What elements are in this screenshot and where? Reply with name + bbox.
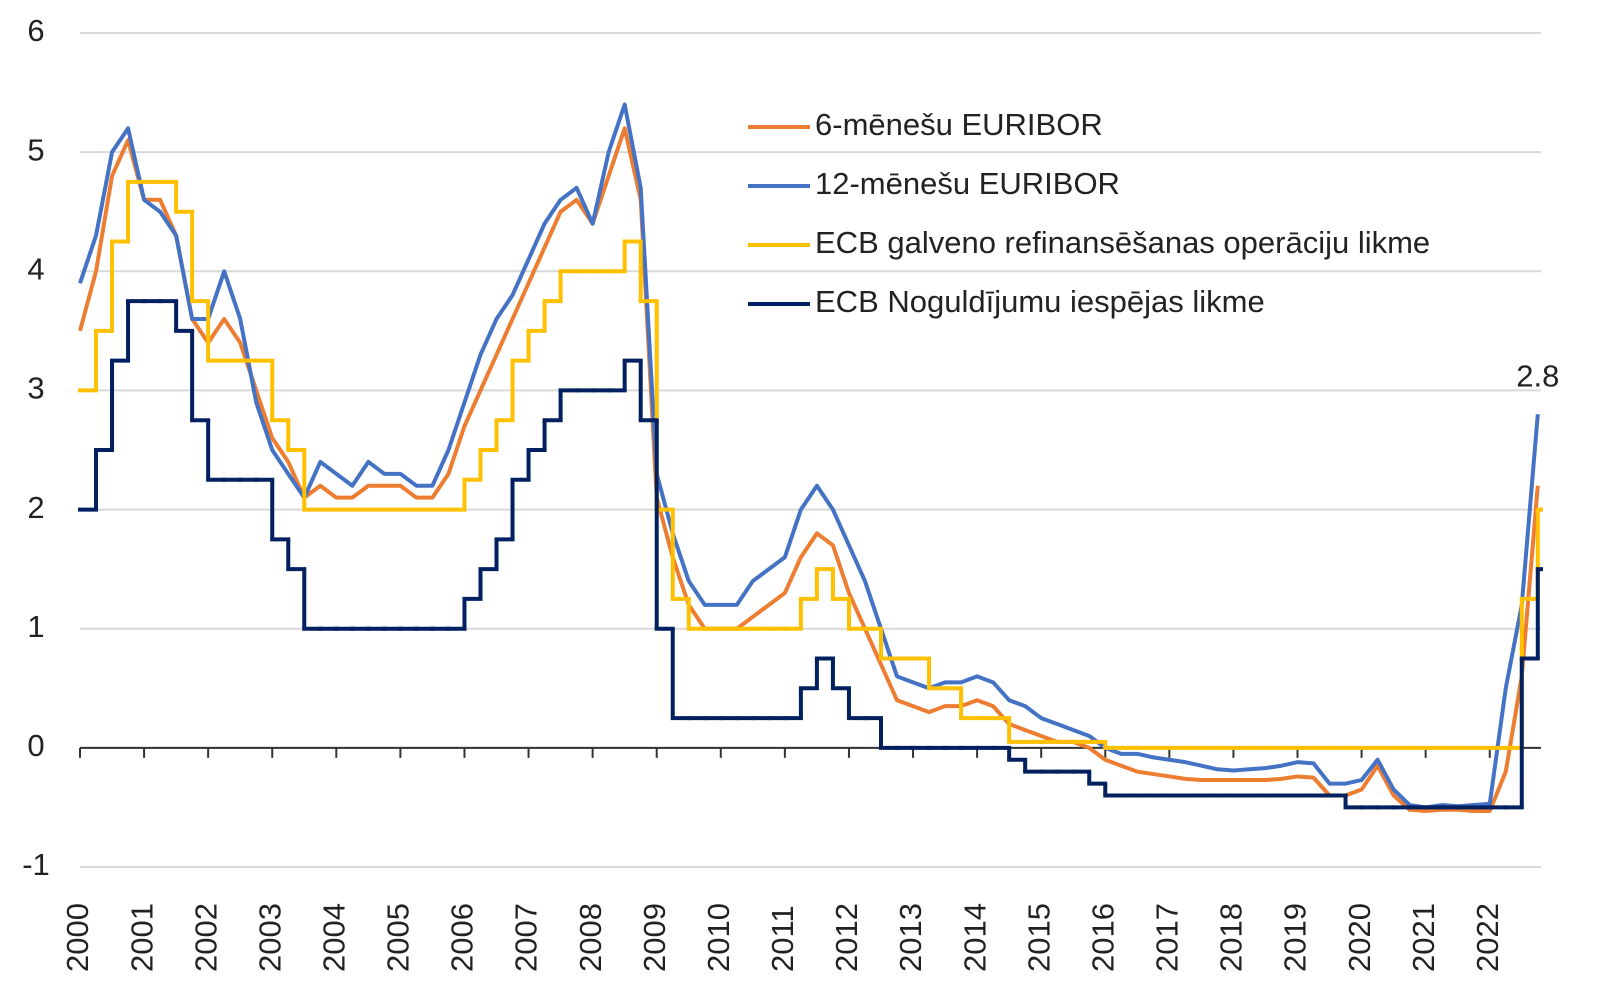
y-tick-label: 3 (27, 371, 44, 406)
x-tick-label: 2012 (829, 903, 864, 972)
x-tick-label: 2004 (317, 903, 352, 972)
y-tick-label: 2 (27, 490, 44, 525)
legend-label: 6-mēnešu EURIBOR (815, 107, 1103, 142)
legend-label: ECB Noguldījumu iespējas likme (815, 284, 1265, 319)
x-tick-label: 2007 (509, 903, 544, 972)
x-tick-label: 2022 (1470, 903, 1505, 972)
y-tick-label: 5 (27, 132, 44, 167)
x-tick-label: 2005 (381, 903, 416, 972)
x-tick-label: 2015 (1021, 903, 1056, 972)
x-tick-label: 2011 (765, 905, 800, 972)
x-tick-label: 2006 (445, 903, 480, 972)
x-tick-label: 2003 (252, 903, 287, 972)
series-line (78, 102, 1540, 810)
y-tick-label: 6 (27, 13, 44, 48)
y-tick-label: -1 (22, 847, 50, 882)
x-tick-label: 2010 (701, 903, 736, 972)
y-tick-label: 4 (27, 251, 44, 286)
x-tick-label: 2021 (1406, 903, 1441, 972)
x-tick-label: 2016 (1085, 903, 1120, 972)
x-tick-label: 2013 (893, 903, 928, 972)
x-tick-label: 2001 (124, 903, 159, 972)
x-tick-label: 2008 (573, 903, 608, 972)
series-line (78, 126, 1540, 814)
x-tick-label: 2009 (637, 903, 672, 972)
y-tick-label: 1 (27, 609, 44, 644)
x-tick-label: 2000 (60, 903, 95, 972)
x-tick-label: 2014 (957, 903, 992, 972)
legend-label: ECB galveno refinansēšanas operāciju lik… (815, 225, 1430, 260)
x-tick-label: 2018 (1214, 903, 1249, 972)
x-tick-label: 2017 (1150, 903, 1185, 972)
y-tick-label: 0 (27, 728, 44, 763)
x-tick-label: 2020 (1342, 903, 1377, 972)
x-tick-label: 2002 (188, 903, 223, 972)
annotation: 2.8 (1516, 358, 1559, 393)
legend-label: 12-mēnešu EURIBOR (815, 166, 1120, 201)
x-tick-label: 2019 (1278, 903, 1313, 972)
